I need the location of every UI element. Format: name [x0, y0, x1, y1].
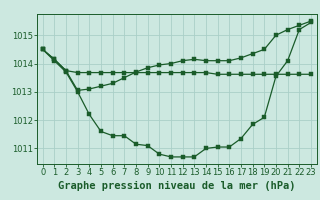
- X-axis label: Graphe pression niveau de la mer (hPa): Graphe pression niveau de la mer (hPa): [58, 181, 296, 191]
